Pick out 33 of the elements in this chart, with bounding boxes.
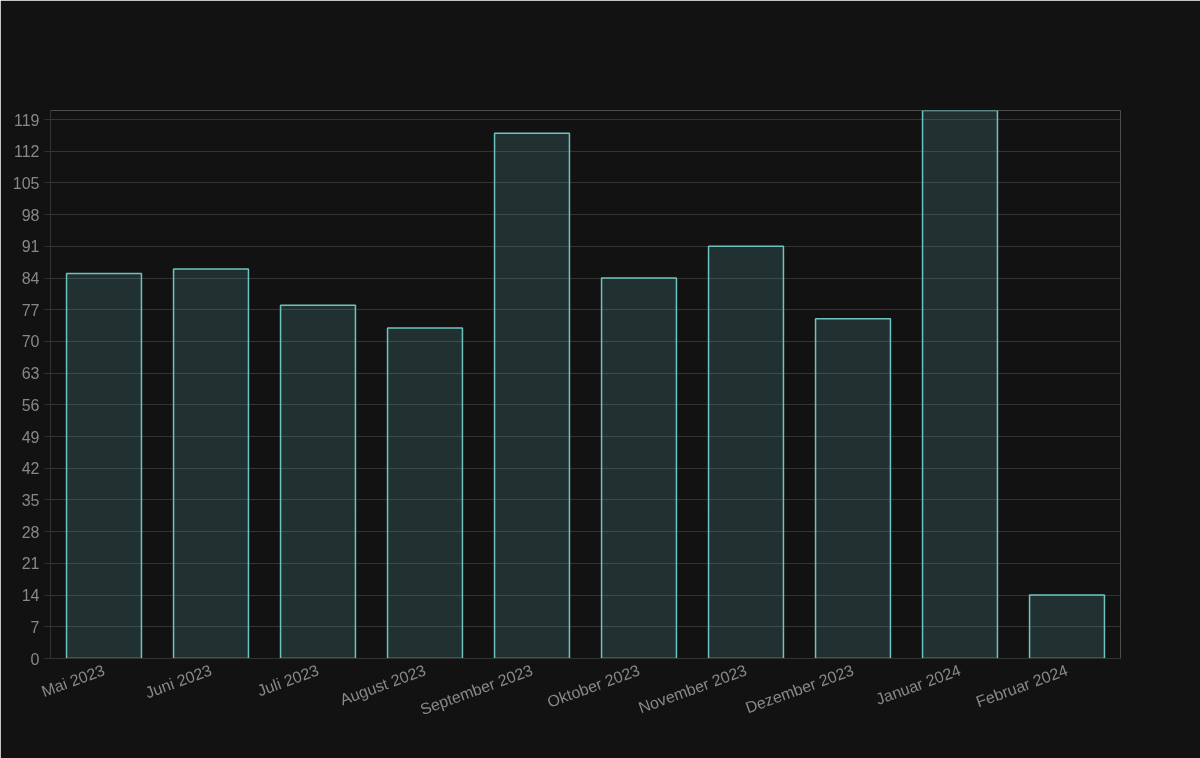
- x-tick-label: Juli 2023: [254, 661, 321, 700]
- bar: [172, 268, 250, 659]
- y-tick-label: 21: [21, 555, 40, 573]
- bar: [1028, 594, 1106, 659]
- x-tick-label: Mai 2023: [39, 661, 107, 700]
- y-tick-label: 63: [21, 365, 40, 383]
- bar: [600, 277, 678, 659]
- y-tick-label: 7: [30, 618, 40, 636]
- y-tick-label: 112: [13, 143, 40, 161]
- y-tick-label: 14: [21, 587, 40, 605]
- x-tick-label: Juni 2023: [142, 661, 214, 702]
- bar: [386, 327, 464, 659]
- y-tick-label: 98: [21, 206, 40, 224]
- y-tick-label: 35: [21, 491, 40, 509]
- y-tick-label: 91: [21, 238, 40, 256]
- y-tick-label: 70: [21, 333, 40, 351]
- bar: [65, 272, 143, 659]
- bar: [814, 318, 892, 659]
- y-tick-label: 42: [21, 460, 40, 478]
- y-tick-label: 105: [12, 174, 40, 192]
- y-tick-label: 77: [21, 301, 40, 319]
- bar: [493, 132, 571, 659]
- y-tick-label: 119: [13, 111, 40, 129]
- bar: [707, 245, 785, 659]
- y-tick-label: 49: [21, 428, 40, 446]
- y-tick-label: 56: [21, 396, 40, 414]
- y-tick-label: 84: [21, 270, 40, 288]
- x-tick-label: Februar 2024: [973, 661, 1070, 711]
- y-tick-label: 0: [30, 650, 40, 668]
- y-tick-label: 28: [21, 523, 40, 541]
- x-tick-label: Januar 2024: [873, 661, 963, 708]
- bar: [279, 304, 357, 659]
- bar: [921, 110, 999, 659]
